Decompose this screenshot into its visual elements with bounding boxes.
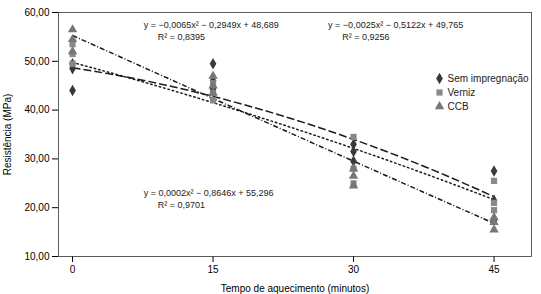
svg-text:20,00: 20,00 [24, 202, 49, 213]
svg-text:R² = 0,8395: R² = 0,8395 [158, 32, 205, 42]
svg-text:Verniz: Verniz [448, 87, 476, 98]
svg-text:0: 0 [70, 264, 76, 275]
svg-text:60,00: 60,00 [24, 7, 49, 18]
svg-text:45: 45 [488, 264, 500, 275]
svg-text:40,00: 40,00 [24, 104, 49, 115]
svg-text:y = 0,0002x² − 0,8646x + 55,29: y = 0,0002x² − 0,8646x + 55,296 [144, 188, 274, 198]
svg-text:50,00: 50,00 [24, 56, 49, 67]
svg-text:30,00: 30,00 [24, 153, 49, 164]
svg-text:15: 15 [207, 264, 219, 275]
svg-text:30: 30 [348, 264, 360, 275]
svg-text:Resistência (MPa): Resistência (MPa) [2, 94, 13, 176]
svg-text:Sem impregnação: Sem impregnação [448, 73, 530, 84]
svg-text:y = −0,0065x² − 0,2949x + 48,6: y = −0,0065x² − 0,2949x + 48,689 [144, 20, 279, 30]
svg-text:Tempo de aquecimento (minutos): Tempo de aquecimento (minutos) [221, 283, 369, 294]
svg-text:R² = 0,9256: R² = 0,9256 [342, 32, 389, 42]
svg-text:CCB: CCB [448, 101, 469, 112]
svg-text:10,00: 10,00 [24, 251, 49, 262]
svg-text:R² = 0,9701: R² = 0,9701 [158, 200, 205, 210]
svg-text:y = −0,0025x² − 0,5122x + 49,7: y = −0,0025x² − 0,5122x + 49,765 [328, 20, 463, 30]
